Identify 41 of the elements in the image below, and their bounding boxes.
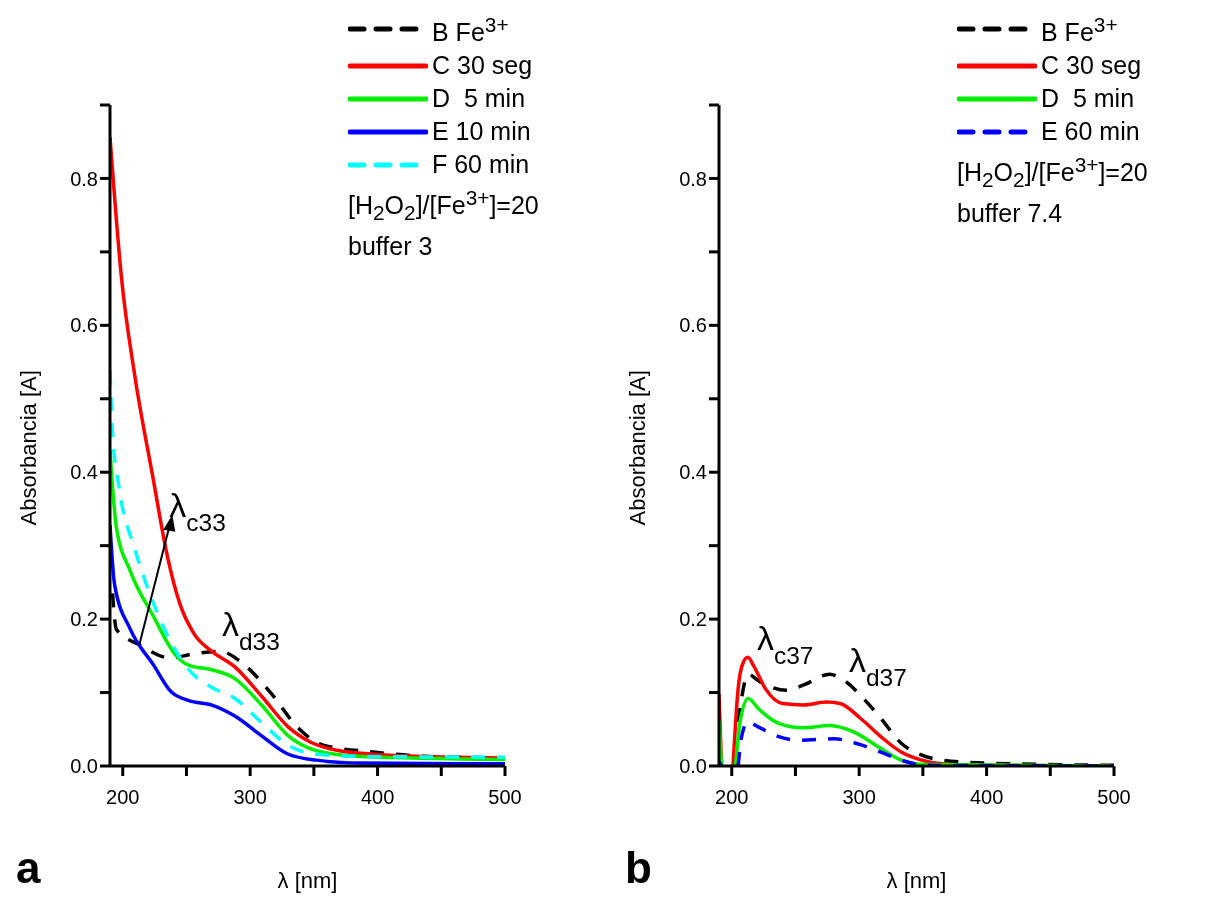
legend-label: C 30 seg [432,50,533,82]
y-tick-label: 0.0 [70,755,98,778]
y-tick-label: 0.0 [679,755,707,778]
y-tick-label: 0.2 [679,608,707,631]
annotation: λ$_{c33}$ [169,485,226,536]
legend-label: C 30 seg [1041,50,1142,82]
annotation: [H$_{2}$O$_{2}$]/[Fe$^{3+}$]=20 [957,152,1149,194]
y-axis-title: Absorbancia [A] [624,370,650,526]
legend-label: F 60 min [432,149,530,181]
text: a [16,843,41,893]
legend-label: B Fe$^{3+}$ [432,12,509,49]
annotation: buffer 3 [348,230,434,262]
annotation: buffer 7.4 [957,197,1064,229]
x-tick-label: 300 [233,786,267,809]
y-tick-label: 0.4 [70,461,98,484]
text: b [625,843,652,893]
x-tick-label: 200 [715,786,749,809]
y-tick-label: 0.6 [679,314,707,337]
x-axis-title: λ [nm] [886,868,947,893]
annotation: [H$_{2}$O$_{2}$]/[Fe$^{3+}$]=20 [348,185,540,227]
y-tick-label: 0.8 [70,167,98,190]
annotation: λ$_{c37}$ [757,619,814,669]
annotation: λ$_{d37}$ [849,641,907,691]
x-tick-label: 500 [1097,786,1131,809]
legend-label: B Fe$^{3+}$ [1041,12,1118,49]
x-axis-title: λ [nm] [277,868,338,893]
y-tick-label: 0.4 [679,461,707,484]
x-tick-label: 400 [360,786,395,809]
y-tick-label: 0.2 [70,608,98,631]
x-tick-label: 400 [969,786,1004,809]
y-axis-title: Absorbancia [A] [15,370,41,526]
legend-label: E 10 min [432,116,531,148]
legend-label: D 5 min [432,83,526,115]
annotation: λ$_{d33}$ [222,605,280,655]
x-tick-label: 500 [488,786,522,809]
legend-label: E 60 min [1041,116,1140,148]
x-tick-label: 300 [842,786,876,809]
y-tick-label: 0.6 [70,314,98,337]
x-tick-label: 200 [106,786,140,809]
y-tick-label: 0.8 [679,167,707,190]
legend-label: D 5 min [1041,83,1135,115]
